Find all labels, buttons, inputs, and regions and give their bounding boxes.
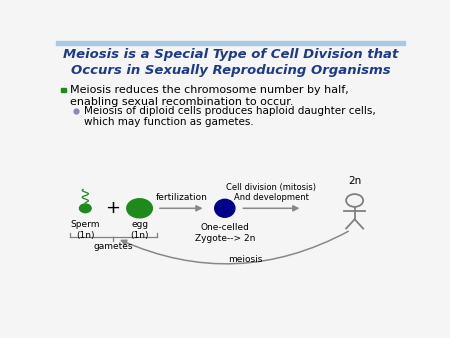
- Text: Meiosis of diploid cells produces haploid daughter cells,: Meiosis of diploid cells produces haploi…: [84, 106, 376, 116]
- Text: 2n: 2n: [348, 176, 361, 186]
- Circle shape: [127, 199, 153, 218]
- Circle shape: [80, 204, 91, 213]
- Text: Meiosis is a Special Type of Cell Division that
Occurs in Sexually Reproducing O: Meiosis is a Special Type of Cell Divisi…: [63, 48, 398, 77]
- Bar: [61, 88, 66, 92]
- Text: Meiosis reduces the chromosome number by half,: Meiosis reduces the chromosome number by…: [70, 85, 349, 95]
- Text: One-celled
Zygote--> 2n: One-celled Zygote--> 2n: [194, 223, 255, 243]
- FancyArrowPatch shape: [122, 231, 348, 264]
- Text: enabling sexual recombination to occur.: enabling sexual recombination to occur.: [70, 97, 293, 107]
- Text: Sperm
(1n): Sperm (1n): [71, 220, 100, 240]
- Text: gametes: gametes: [94, 242, 133, 251]
- Text: meiosis: meiosis: [229, 255, 263, 264]
- Text: +: +: [105, 199, 120, 217]
- Bar: [56, 41, 405, 45]
- Text: which may function as gametes.: which may function as gametes.: [84, 117, 254, 127]
- Text: fertilization: fertilization: [155, 193, 207, 202]
- Text: Cell division (mitosis)
And development: Cell division (mitosis) And development: [226, 183, 316, 202]
- Text: egg
(1n): egg (1n): [130, 220, 149, 240]
- Ellipse shape: [215, 199, 235, 217]
